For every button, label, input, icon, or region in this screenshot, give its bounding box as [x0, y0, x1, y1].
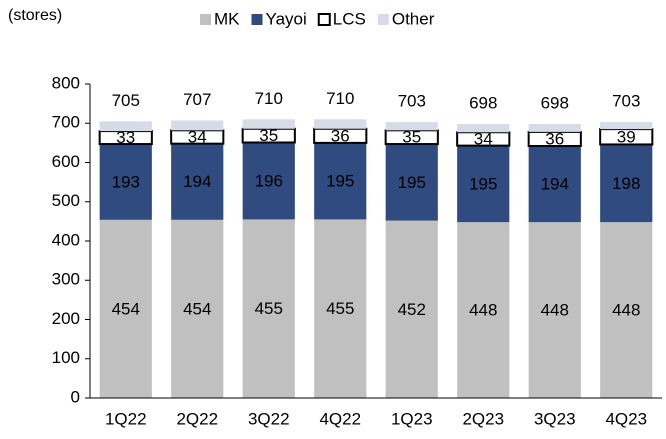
bar-segment	[528, 124, 581, 132]
x-tick-label: 1Q22	[105, 409, 147, 428]
value-label: 36	[545, 129, 564, 148]
total-label: 710	[255, 89, 283, 108]
bar-segment	[600, 122, 653, 130]
y-tick-label: 300	[52, 270, 80, 289]
value-label: 454	[183, 299, 211, 318]
value-label: 455	[326, 299, 354, 318]
value-label: 33	[116, 128, 135, 147]
value-label: 194	[541, 175, 569, 194]
value-label: 194	[183, 172, 211, 191]
total-label: 707	[183, 90, 211, 109]
value-label: 195	[326, 172, 354, 191]
value-label: 195	[469, 174, 497, 193]
y-tick-label: 400	[52, 230, 80, 249]
x-tick-label: 2Q23	[462, 409, 504, 428]
bar-segment	[314, 219, 367, 398]
x-tick-label: 4Q23	[605, 409, 647, 428]
value-label: 455	[255, 299, 283, 318]
bar-segment	[171, 143, 224, 220]
bar-segment	[314, 142, 367, 220]
value-label: 39	[617, 127, 636, 146]
bar-segment	[457, 145, 510, 223]
value-label: 195	[398, 173, 426, 192]
y-tick-label: 700	[52, 113, 80, 132]
bar-segment	[457, 222, 510, 398]
value-label: 193	[112, 172, 140, 191]
bar-segment	[385, 220, 438, 398]
bar-segment	[385, 122, 438, 131]
total-label: 710	[326, 89, 354, 108]
total-label: 698	[469, 94, 497, 113]
value-label: 35	[402, 128, 421, 147]
y-tick-label: 800	[52, 73, 80, 92]
bar-segment	[171, 120, 224, 131]
bar-segment	[242, 142, 295, 220]
legend-label: Yayoi	[266, 9, 307, 28]
value-label: 34	[188, 127, 207, 146]
bar-segment	[528, 222, 581, 398]
legend-swatch	[200, 14, 211, 25]
y-tick-label: 0	[71, 387, 80, 406]
legend-swatch	[317, 13, 331, 26]
legend-label: MK	[214, 9, 240, 28]
bar-segment	[242, 219, 295, 398]
legend-swatch	[251, 14, 263, 25]
value-label: 448	[612, 301, 640, 320]
value-label: 454	[112, 299, 140, 318]
bar-segment	[99, 144, 152, 220]
x-tick-label: 2Q22	[176, 409, 218, 428]
bar-segment	[171, 219, 224, 398]
legend-label: LCS	[333, 9, 366, 28]
bar-segment	[457, 124, 510, 133]
bar-segment	[99, 219, 152, 398]
y-tick-label: 600	[52, 152, 80, 171]
x-tick-label: 1Q23	[391, 409, 433, 428]
unit-label: (stores)	[8, 7, 62, 24]
legend-label: Other	[392, 9, 435, 28]
value-label: 34	[474, 129, 493, 148]
y-tick-label: 100	[52, 348, 80, 367]
bar-segment	[528, 146, 581, 223]
y-tick-label: 200	[52, 309, 80, 328]
value-label: 448	[541, 301, 569, 320]
total-label: 703	[612, 92, 640, 111]
value-label: 36	[331, 126, 350, 145]
y-tick-label: 500	[52, 191, 80, 210]
total-label: 705	[112, 91, 140, 110]
value-label: 35	[259, 126, 278, 145]
bar-segment	[385, 144, 438, 221]
x-tick-label: 4Q22	[319, 409, 361, 428]
bar-segment	[242, 119, 295, 129]
value-label: 196	[255, 171, 283, 190]
value-label: 452	[398, 300, 426, 319]
x-tick-label: 3Q22	[248, 409, 290, 428]
value-label: 198	[612, 174, 640, 193]
x-tick-label: 3Q23	[534, 409, 576, 428]
bar-segment	[314, 119, 367, 129]
total-label: 703	[398, 92, 426, 111]
bar-segment	[99, 121, 152, 132]
total-label: 698	[541, 94, 569, 113]
value-label: 448	[469, 301, 497, 320]
bar-segment	[600, 144, 653, 223]
legend-swatch	[377, 14, 389, 25]
bar-segment	[600, 222, 653, 398]
